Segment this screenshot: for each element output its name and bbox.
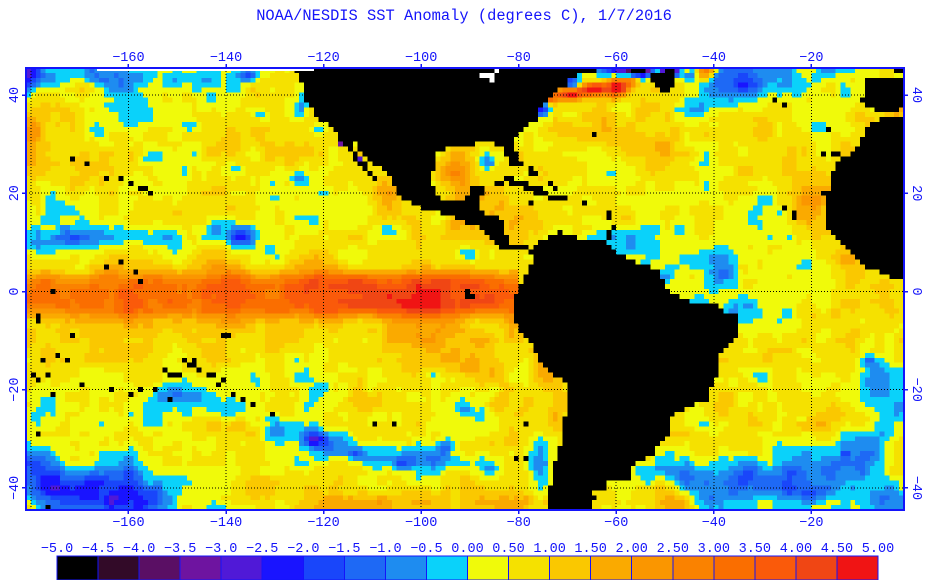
svg-text:−140: −140 [210, 51, 242, 66]
svg-text:−40: −40 [702, 51, 726, 66]
svg-text:−3.5: −3.5 [164, 542, 196, 557]
svg-text:0.00: 0.00 [451, 542, 483, 557]
svg-text:5.00: 5.00 [862, 542, 894, 557]
svg-text:−120: −120 [307, 516, 339, 531]
svg-text:−20: −20 [908, 378, 923, 402]
svg-text:−80: −80 [507, 51, 531, 66]
svg-text:−160: −160 [112, 516, 144, 531]
svg-text:3.50: 3.50 [739, 542, 771, 557]
svg-text:20: 20 [908, 185, 923, 201]
svg-text:−60: −60 [604, 516, 628, 531]
svg-text:−100: −100 [405, 51, 437, 66]
svg-text:−120: −120 [307, 51, 339, 66]
svg-text:−0.5: −0.5 [410, 542, 442, 557]
svg-text:−2.5: −2.5 [246, 542, 278, 557]
svg-text:2.00: 2.00 [615, 542, 647, 557]
svg-text:0: 0 [8, 287, 23, 295]
svg-text:−40: −40 [702, 516, 726, 531]
svg-text:−20: −20 [799, 516, 823, 531]
svg-text:4.50: 4.50 [821, 542, 853, 557]
svg-text:40: 40 [908, 87, 923, 103]
svg-text:−4.0: −4.0 [123, 542, 155, 557]
svg-text:−100: −100 [405, 516, 437, 531]
svg-text:−2.0: −2.0 [287, 542, 319, 557]
svg-text:−20: −20 [8, 378, 23, 402]
svg-text:3.00: 3.00 [698, 542, 730, 557]
svg-text:1.00: 1.00 [533, 542, 565, 557]
svg-text:1.50: 1.50 [574, 542, 606, 557]
svg-text:−1.5: −1.5 [328, 542, 360, 557]
svg-text:−140: −140 [210, 516, 242, 531]
svg-text:−20: −20 [799, 51, 823, 66]
svg-text:−40: −40 [8, 476, 23, 500]
svg-text:NOAA/NESDIS SST Anomaly (degre: NOAA/NESDIS SST Anomaly (degrees C), 1/7… [256, 7, 672, 25]
svg-text:0.50: 0.50 [492, 542, 524, 557]
svg-text:−5.0: −5.0 [41, 542, 73, 557]
svg-text:−60: −60 [604, 51, 628, 66]
svg-text:4.00: 4.00 [780, 542, 812, 557]
svg-text:−4.5: −4.5 [82, 542, 114, 557]
svg-text:0: 0 [908, 287, 923, 295]
svg-text:−3.0: −3.0 [205, 542, 237, 557]
svg-text:−160: −160 [112, 51, 144, 66]
svg-text:−80: −80 [507, 516, 531, 531]
svg-text:−40: −40 [908, 476, 923, 500]
svg-text:−1.0: −1.0 [369, 542, 401, 557]
svg-text:20: 20 [8, 185, 23, 201]
svg-text:2.50: 2.50 [657, 542, 689, 557]
svg-text:40: 40 [8, 87, 23, 103]
